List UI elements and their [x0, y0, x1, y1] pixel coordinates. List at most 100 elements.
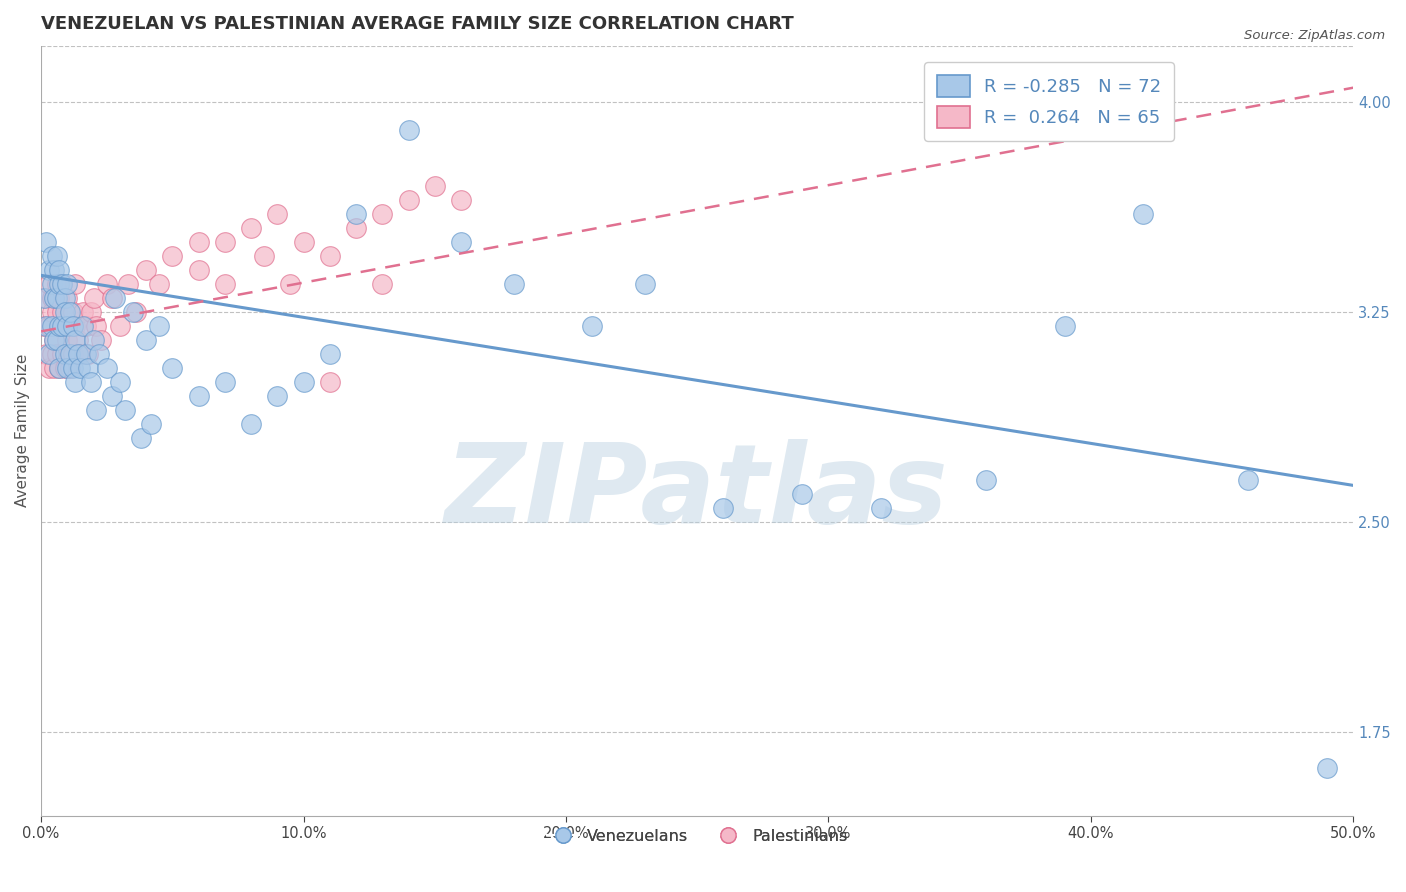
Point: [51, 277, 73, 291]
Point: [187, 262, 209, 277]
Point: [35, 318, 58, 333]
Point: [319, 347, 342, 361]
Point: [41, 304, 63, 318]
Point: [48, 360, 70, 375]
Point: [114, 402, 136, 417]
Point: [90, 333, 112, 347]
Point: [48, 262, 70, 277]
Point: [974, 473, 997, 487]
Point: [56, 318, 79, 333]
Point: [162, 360, 184, 375]
Point: [104, 291, 127, 305]
Text: Source: ZipAtlas.com: Source: ZipAtlas.com: [1244, 29, 1385, 42]
Point: [69, 347, 91, 361]
Point: [62, 318, 84, 333]
Point: [266, 207, 288, 221]
Point: [398, 193, 420, 207]
Point: [83, 291, 105, 305]
Point: [319, 249, 342, 263]
Point: [45, 304, 67, 318]
Point: [51, 304, 73, 318]
Point: [41, 291, 63, 305]
Point: [48, 360, 70, 375]
Point: [53, 318, 76, 333]
Point: [214, 235, 236, 249]
Point: [38, 262, 60, 277]
Point: [371, 207, 394, 221]
Point: [32, 291, 55, 305]
Point: [96, 360, 118, 375]
Point: [72, 318, 94, 333]
Point: [1053, 318, 1076, 333]
Point: [69, 360, 91, 375]
Point: [66, 347, 89, 361]
Point: [65, 333, 87, 347]
Point: [398, 122, 420, 136]
Point: [48, 318, 70, 333]
Point: [38, 277, 60, 291]
Point: [35, 291, 58, 305]
Point: [870, 500, 893, 515]
Point: [72, 304, 94, 318]
Point: [53, 291, 76, 305]
Point: [319, 375, 342, 389]
Point: [344, 207, 367, 221]
Point: [75, 347, 97, 361]
Point: [56, 360, 79, 375]
Point: [214, 375, 236, 389]
Point: [44, 291, 66, 305]
Point: [45, 291, 67, 305]
Point: [187, 389, 209, 403]
Y-axis label: Average Family Size: Average Family Size: [15, 354, 30, 508]
Point: [450, 235, 472, 249]
Point: [44, 333, 66, 347]
Point: [41, 249, 63, 263]
Point: [101, 389, 124, 403]
Point: [502, 277, 524, 291]
Point: [62, 360, 84, 375]
Point: [35, 347, 58, 361]
Point: [253, 249, 276, 263]
Point: [44, 291, 66, 305]
Point: [84, 318, 107, 333]
Point: [53, 360, 76, 375]
Point: [59, 347, 82, 361]
Point: [87, 347, 110, 361]
Point: [48, 291, 70, 305]
Point: [48, 277, 70, 291]
Point: [713, 500, 735, 515]
Point: [65, 375, 87, 389]
Point: [44, 262, 66, 277]
Point: [65, 277, 87, 291]
Point: [634, 277, 657, 291]
Point: [59, 360, 82, 375]
Point: [240, 220, 263, 235]
Point: [129, 431, 152, 445]
Point: [41, 318, 63, 333]
Point: [101, 291, 124, 305]
Point: [48, 318, 70, 333]
Point: [266, 389, 288, 403]
Point: [80, 375, 103, 389]
Point: [41, 347, 63, 361]
Point: [51, 318, 73, 333]
Point: [122, 304, 145, 318]
Point: [65, 318, 87, 333]
Point: [1316, 761, 1339, 775]
Point: [62, 304, 84, 318]
Text: ZIPatlas: ZIPatlas: [446, 439, 949, 546]
Point: [77, 360, 100, 375]
Point: [117, 277, 139, 291]
Point: [38, 347, 60, 361]
Point: [51, 347, 73, 361]
Point: [44, 333, 66, 347]
Point: [792, 487, 814, 501]
Point: [56, 277, 79, 291]
Point: [423, 178, 446, 193]
Point: [148, 277, 170, 291]
Point: [240, 417, 263, 431]
Point: [45, 249, 67, 263]
Point: [371, 277, 394, 291]
Point: [108, 318, 131, 333]
Point: [292, 375, 315, 389]
